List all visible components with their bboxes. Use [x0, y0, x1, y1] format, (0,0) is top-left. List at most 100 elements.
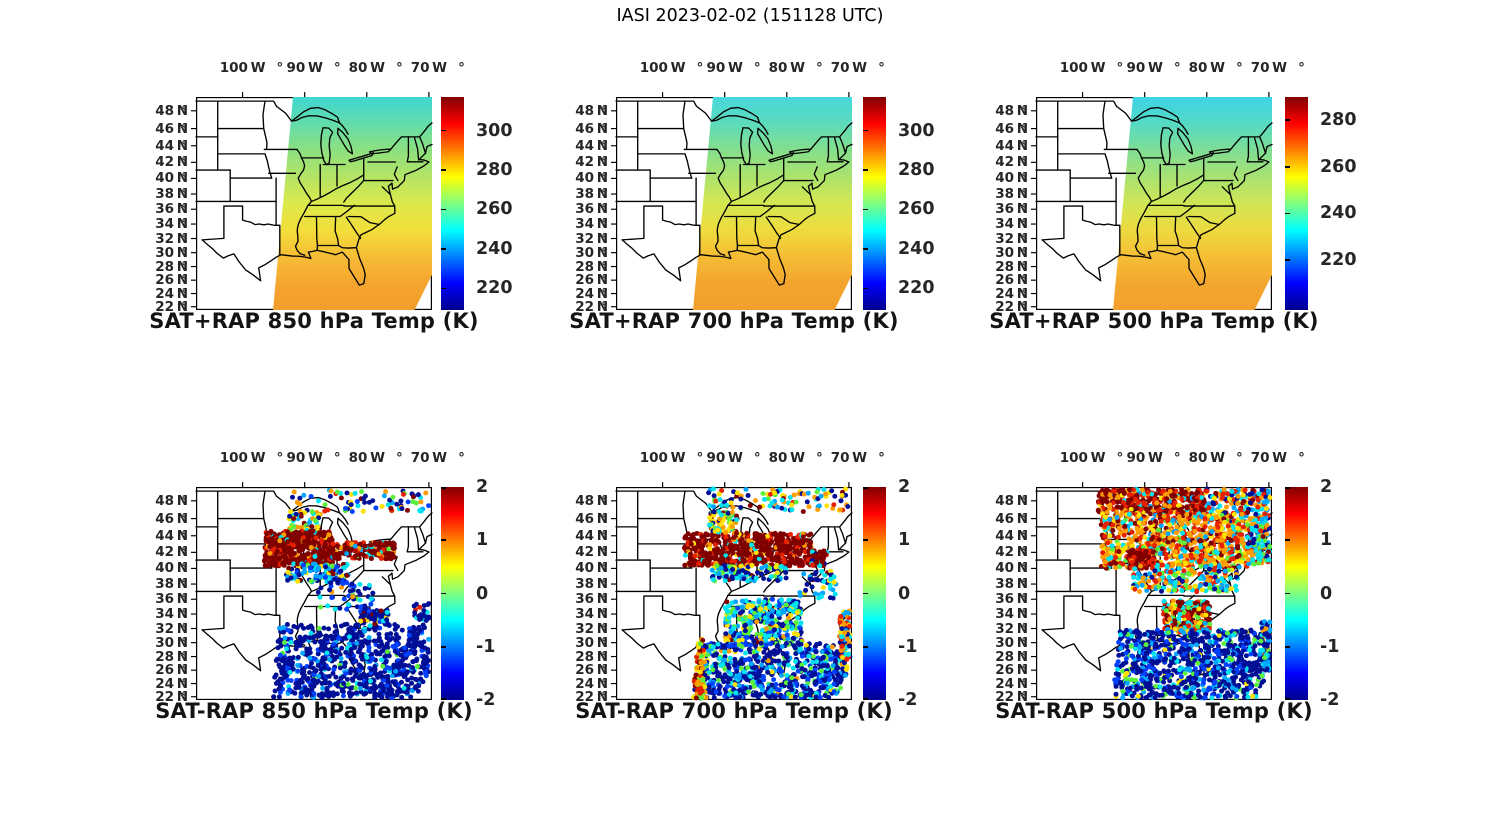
degree-symbol: ° [1021, 662, 1028, 679]
y-tick-label: 42 ° N [122, 545, 188, 559]
degree-symbol: ° [181, 576, 188, 593]
x-tick-label: 100 ° W [631, 450, 704, 466]
degree-symbol: ° [1021, 648, 1028, 665]
colorbar-tick-value: 220 [476, 278, 513, 299]
y-tick-label: 34 ° N [962, 217, 1028, 231]
degree-symbol: ° [816, 60, 823, 76]
y-tick-label: 22 ° N [122, 300, 188, 314]
degree-symbol: ° [753, 450, 761, 466]
panel-title: SAT+RAP 850 hPa Temp (K) [149, 309, 479, 333]
colorbar-tick-mark [441, 592, 446, 595]
colorbar-tick-labels: 2 1 0 -1 -2 [898, 477, 968, 710]
colorbar-tick-labels: 2 1 0 -1 -2 [1320, 477, 1390, 710]
degree-symbol: ° [1298, 450, 1305, 466]
y-tick-label: 28 ° N [542, 650, 608, 664]
colorbar-tick-mark [863, 698, 868, 700]
degree-symbol: ° [601, 620, 608, 637]
y-tick-label: 48 ° N [122, 104, 188, 118]
degree-symbol: ° [333, 60, 341, 76]
colorbar-tick-value: 240 [476, 238, 513, 259]
degree-symbol: ° [601, 634, 608, 651]
colorbar-tick-value: 280 [898, 159, 935, 180]
colorbar-temperature [441, 97, 464, 310]
longitude-axis: 100 ° W 90 ° W 80 ° W 70 ° W [1036, 60, 1305, 76]
y-tick-label: 32 ° N [542, 622, 608, 636]
y-tick-label: 24 ° N [962, 287, 1028, 301]
colorbar-tick-mark [863, 169, 868, 171]
degree-symbol: ° [601, 648, 608, 665]
y-tick-label: 36 ° N [962, 202, 1028, 216]
colorbar-difference [863, 487, 886, 700]
degree-symbol: ° [1021, 216, 1028, 233]
degree-symbol: ° [601, 675, 608, 692]
y-tick-label: 40 ° N [122, 171, 188, 185]
y-tick-label: 22 ° N [542, 690, 608, 704]
colorbar-tick-mark [441, 248, 446, 250]
degree-symbol: ° [878, 60, 885, 76]
degree-symbol: ° [181, 154, 188, 171]
colorbar-tick-mark [441, 645, 446, 648]
degree-symbol: ° [1021, 137, 1028, 154]
y-tick-label: 42 ° N [962, 155, 1028, 169]
y-tick-label: 46 ° N [962, 512, 1028, 526]
degree-symbol: ° [1021, 544, 1028, 561]
degree-symbol: ° [601, 186, 608, 203]
y-tick-label: 46 ° N [122, 512, 188, 526]
colorbar-tick-mark [1285, 592, 1290, 595]
colorbar-tick-value: -2 [898, 690, 918, 710]
degree-symbol: ° [878, 450, 885, 466]
degree-symbol: ° [601, 527, 608, 544]
degree-symbol: ° [1021, 258, 1028, 275]
y-tick-label: 34 ° N [542, 607, 608, 621]
longitude-axis: 100 ° W 90 ° W 80 ° W 70 ° W [616, 450, 885, 466]
degree-symbol: ° [1021, 634, 1028, 651]
degree-symbol: ° [1021, 298, 1028, 315]
colorbar-tick-mark [1285, 166, 1290, 168]
degree-symbol: ° [1021, 102, 1028, 119]
panel-sat-plus-rap-700-temp: 100 ° W 90 ° W 80 ° W 70 ° W 48 ° N 46 ° N 44 ° N 42 °… [538, 55, 968, 355]
degree-symbol: ° [181, 634, 188, 651]
degree-symbol: ° [181, 120, 188, 137]
y-tick-label: 44 ° N [542, 529, 608, 543]
degree-symbol: ° [1021, 272, 1028, 289]
degree-symbol: ° [601, 576, 608, 593]
degree-symbol: ° [1116, 60, 1124, 76]
colorbar-tick-mark [863, 287, 868, 290]
colorbar-tick-value: 260 [898, 199, 935, 220]
x-tick-label: 70 ° W [1237, 60, 1305, 76]
y-tick-label: 22 ° N [962, 300, 1028, 314]
y-tick-label: 38 ° N [962, 577, 1028, 591]
y-tick-label: 42 ° N [542, 545, 608, 559]
colorbar-tick-labels: 300 280 260 240 220 [898, 97, 968, 310]
degree-symbol: ° [601, 244, 608, 261]
y-tick-label: 42 ° N [122, 155, 188, 169]
colorbar-tick-value: 2 [476, 477, 489, 497]
degree-symbol: ° [1021, 492, 1028, 509]
degree-symbol: ° [181, 620, 188, 637]
degree-symbol: ° [601, 285, 608, 302]
degree-symbol: ° [1021, 688, 1028, 705]
colorbar-tick-mark [1285, 212, 1290, 215]
y-tick-label: 46 ° N [542, 512, 608, 526]
degree-symbol: ° [1021, 527, 1028, 544]
latitude-axis: 48 ° N 46 ° N 44 ° N 42 ° N 40 ° N 38 ° N 36 ° N 34 ° N… [542, 487, 608, 704]
degree-symbol: ° [696, 450, 704, 466]
degree-symbol: ° [601, 492, 608, 509]
y-tick-label: 24 ° N [962, 677, 1028, 691]
degree-symbol: ° [601, 201, 608, 218]
x-tick-label: 70 ° W [1237, 450, 1305, 466]
map-sat-minus-rap-850 [191, 482, 433, 701]
degree-symbol: ° [458, 60, 465, 76]
colorbar-tick-mark [441, 539, 446, 542]
colorbar-tick-mark [863, 129, 868, 132]
y-tick-label: 22 ° N [962, 690, 1028, 704]
x-tick-label: 80 ° W [335, 60, 403, 76]
degree-symbol: ° [601, 510, 608, 527]
colorbar-tick-mark [863, 592, 868, 595]
y-tick-label: 28 ° N [122, 260, 188, 274]
y-tick-label: 48 ° N [122, 494, 188, 508]
y-tick-label: 44 ° N [122, 529, 188, 543]
colorbar-difference [1285, 487, 1308, 700]
x-tick-label: 90 ° W [693, 60, 760, 76]
x-tick-label: 70 ° W [397, 450, 465, 466]
